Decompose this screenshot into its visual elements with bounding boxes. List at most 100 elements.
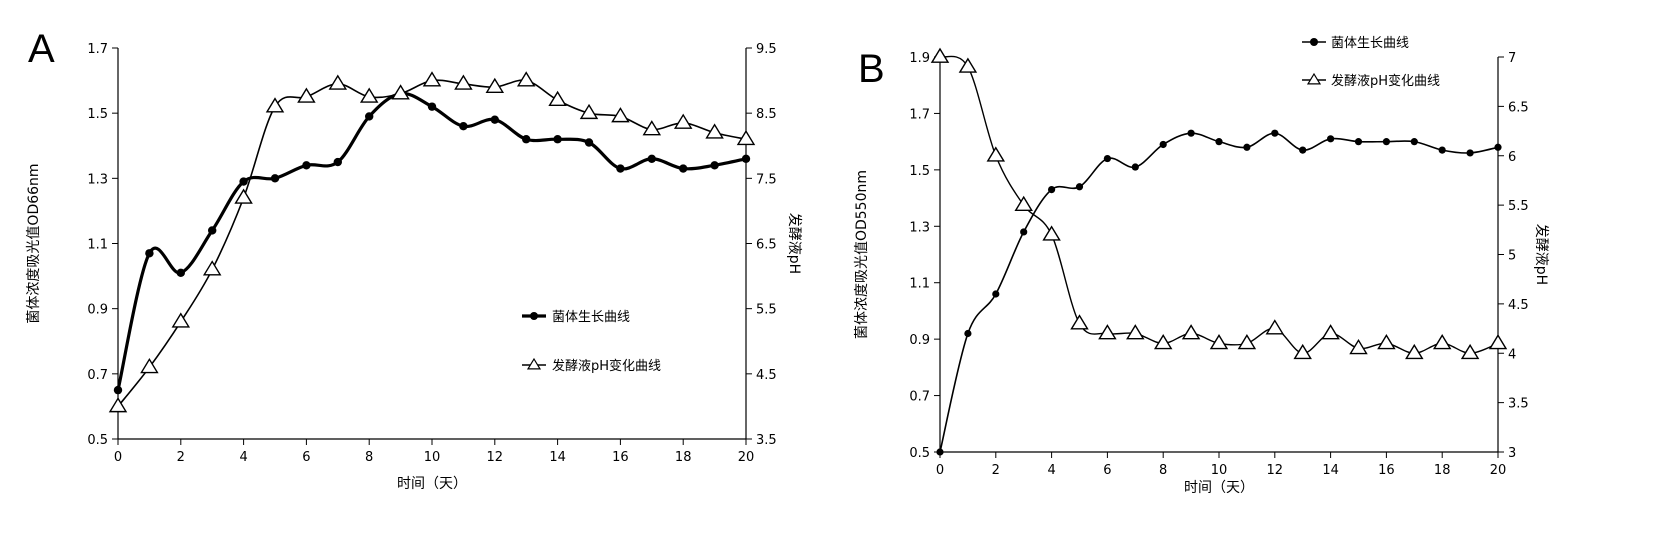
growth-point [1299, 146, 1307, 154]
ph-point [1405, 343, 1424, 360]
ph-point [1098, 324, 1117, 340]
growth-point [992, 290, 1000, 298]
growth-point [710, 161, 719, 170]
growth-point [490, 115, 499, 124]
x-tick-label: 2 [177, 450, 185, 465]
series-line-growth [939, 132, 1499, 453]
x-tick-label: 6 [1103, 463, 1111, 478]
left-y-tick-label: 0.5 [87, 433, 108, 448]
ph-point [422, 71, 442, 87]
left-y-tick-label: 1.1 [87, 238, 108, 253]
left-y-tick-label: 1.5 [87, 107, 108, 122]
x-axis-title: 时间（天） [1184, 480, 1254, 496]
right-y-tick-label: 9.5 [756, 42, 777, 57]
right-y-tick-label: 7.5 [756, 172, 777, 187]
growth-point [176, 268, 185, 278]
legend-marker-triangle [1306, 72, 1322, 85]
ph-point [1349, 338, 1368, 355]
x-tick-label: 6 [302, 450, 310, 465]
growth-point [1271, 129, 1279, 137]
right-y-axis-title: 发酵液pH [786, 213, 802, 274]
growth-point [553, 135, 562, 144]
growth-point [1354, 138, 1363, 146]
growth-point [1187, 129, 1195, 137]
legend-marker-circle [1310, 38, 1318, 46]
ph-point [516, 71, 536, 87]
growth-point [1159, 140, 1167, 149]
growth-point [964, 329, 972, 338]
right-y-tick-label: 3.5 [1508, 397, 1529, 412]
legend-label: 发酵液pH变化曲线 [1331, 73, 1440, 89]
left-y-tick-label: 0.5 [909, 446, 930, 461]
x-tick-label: 2 [992, 463, 1000, 478]
right-y-tick-label: 4.5 [756, 368, 777, 383]
legend-marker-circle [530, 312, 538, 320]
ph-point [1377, 334, 1396, 350]
ph-point [986, 146, 1006, 162]
right-y-tick-label: 6.5 [756, 238, 777, 253]
ph-point [1432, 334, 1452, 350]
ph-point [485, 77, 505, 93]
right-y-tick-label: 5 [1508, 249, 1516, 264]
growth-point [1410, 138, 1418, 146]
ph-point [1153, 334, 1173, 350]
x-tick-label: 4 [239, 450, 247, 465]
ph-point [1181, 324, 1201, 340]
right-y-tick-label: 6.5 [1508, 100, 1529, 115]
left-y-axis-title: 菌体浓度吸光值OD66nm [26, 163, 42, 323]
growth-point [1048, 186, 1056, 194]
growth-point [302, 161, 311, 170]
left-y-tick-label: 1.3 [909, 220, 930, 235]
right-y-tick-label: 7 [1508, 51, 1516, 66]
ph-point [1042, 225, 1061, 241]
ph-point [108, 397, 128, 413]
right-y-tick-label: 4.5 [1508, 298, 1529, 313]
growth-point [584, 138, 594, 147]
x-tick-label: 10 [1211, 463, 1228, 478]
growth-point [208, 226, 217, 235]
right-y-tick-label: 8.5 [756, 107, 777, 122]
ph-point [265, 97, 285, 113]
growth-point [679, 164, 688, 173]
ph-point [642, 120, 662, 136]
legend-marker-triangle [526, 357, 542, 370]
legend-label: 发酵液pH变化曲线 [552, 358, 661, 374]
panel-label: B [858, 47, 885, 91]
growth-point [936, 448, 944, 456]
ph-point [1126, 324, 1145, 340]
ph-point [1293, 343, 1312, 360]
ph-point [1237, 334, 1257, 350]
x-tick-label: 0 [936, 463, 944, 478]
left-y-axis-title: 菌体浓度吸光值OD550nm [854, 170, 870, 339]
left-y-tick-label: 0.7 [909, 390, 930, 405]
growth-point [1131, 163, 1139, 171]
x-tick-label: 20 [738, 450, 755, 465]
growth-point [1243, 143, 1251, 151]
ph-point [958, 57, 978, 73]
x-tick-label: 18 [675, 450, 692, 465]
chart-panel-a: A 0.5 0.7 0.9 1.1 1.3 1.5 1.7 3.5 4.5 5.5 6.5 7.5 8.5… [26, 27, 802, 492]
growth-point [459, 122, 468, 131]
growth-point [1382, 138, 1390, 146]
growth-point [1215, 138, 1223, 146]
chart-panel-b: B 0.5 0.7 0.9 1.1 1.3 1.5 1.7 1.9 3 3.5 4 4.5 5 5.5 6 6.… [854, 36, 1549, 496]
growth-point [365, 112, 374, 121]
x-tick-label: 12 [1267, 463, 1284, 478]
growth-point [1103, 154, 1111, 163]
ph-point [1488, 334, 1508, 350]
series-line-growth [116, 91, 747, 391]
growth-point [113, 385, 123, 395]
right-y-tick-label: 6 [1508, 150, 1516, 165]
x-tick-label: 16 [612, 450, 629, 465]
growth-point [270, 174, 280, 183]
growth-point [427, 102, 437, 111]
ph-point [1014, 195, 1033, 212]
ph-point [1460, 343, 1480, 360]
ph-point [171, 312, 191, 328]
left-y-tick-label: 1.9 [909, 51, 930, 66]
right-y-tick-label: 5.5 [1508, 199, 1529, 214]
left-y-tick-label: 1.5 [909, 164, 930, 179]
